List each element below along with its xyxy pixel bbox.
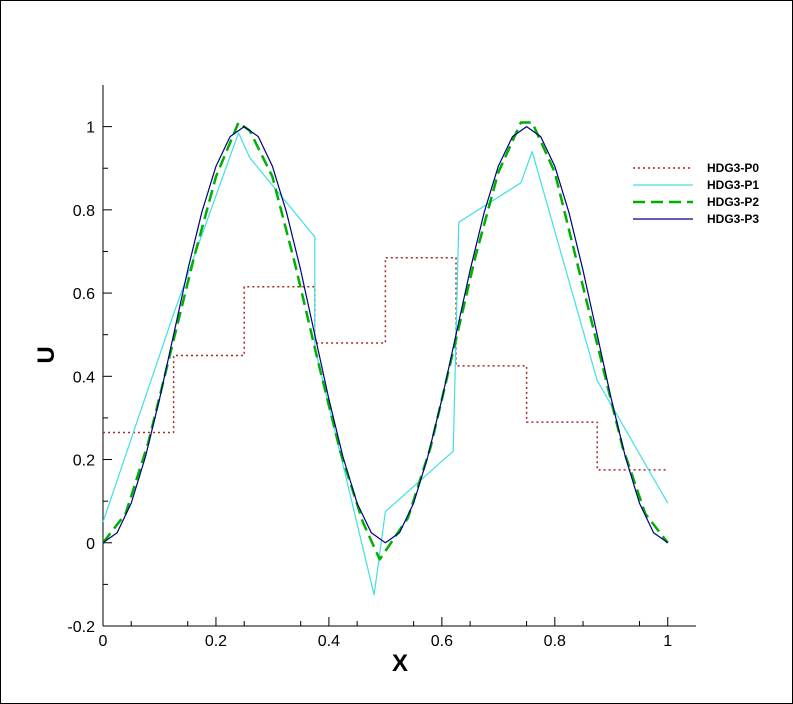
series-line-hdg3-p1 [102,132,669,596]
y-axis-title: U [33,346,60,363]
series-line-hdg3-p2 [102,121,669,561]
y-tick-label: 0.2 [73,453,95,470]
x-tick-label: 0 [99,633,108,650]
legend-label: HDG3-P0 [707,161,759,175]
legend-label: HDG3-P2 [707,195,759,209]
x-tick-label: 0.4 [318,633,340,650]
y-tick-label: 0.6 [73,286,95,303]
legend: HDG3-P0 HDG3-P1 HDG3-P2 HDG3-P3 [633,161,759,226]
series-line-hdg3-p3 [102,125,669,544]
y-tick-label: 0.8 [73,203,95,220]
series-layer [102,121,669,596]
axes: 0 0.2 0.4 0.6 0.8 1-0.200.20.40.60.81 [67,85,696,650]
legend-label: HDG3-P1 [707,178,759,192]
y-tick-label: -0.2 [67,619,95,636]
y-tick-label: 1 [86,120,95,137]
legend-label: HDG3-P3 [707,212,759,226]
x-tick-label: 0.8 [544,633,566,650]
x-axis-title: X [392,650,408,677]
y-tick-label: 0 [86,536,95,553]
x-tick-label: 1 [663,633,672,650]
x-tick-label: 0.6 [431,633,453,650]
x-tick-label: 0.2 [205,633,227,650]
y-tick-label: 0.4 [73,369,95,386]
series-line-hdg3-p0 [103,256,668,471]
